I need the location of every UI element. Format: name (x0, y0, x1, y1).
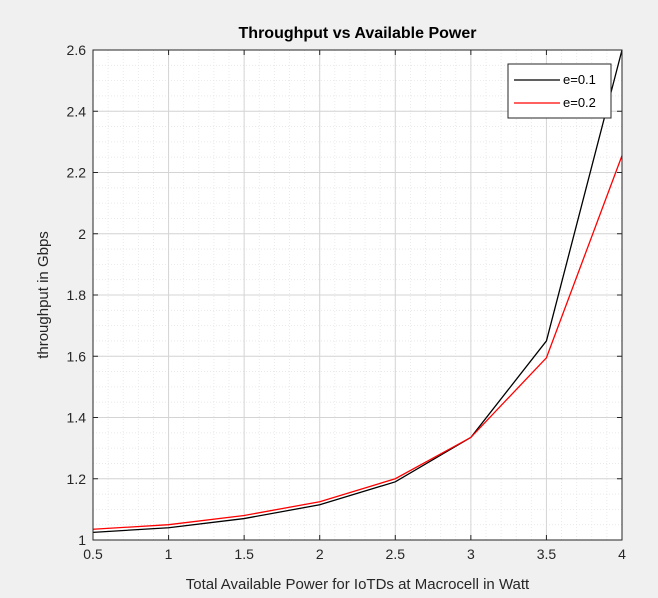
y-tick-label: 1.8 (67, 287, 87, 303)
y-tick-label: 2.4 (67, 103, 87, 119)
x-tick-label: 3.5 (537, 546, 557, 562)
legend-box (507, 63, 612, 119)
chart-title: Throughput vs Available Power (239, 25, 477, 42)
x-tick-label: 0.5 (83, 546, 103, 562)
x-tick-label: 2.5 (386, 546, 406, 562)
x-tick-label: 1.5 (234, 546, 254, 562)
y-tick-label: 2 (78, 226, 86, 242)
x-tick-label: 1 (165, 546, 173, 562)
legend-label-e02: e=0.2 (563, 95, 596, 110)
y-tick-label: 1 (78, 532, 86, 548)
series-lines (92, 49, 623, 533)
y-tick-label: 1.6 (67, 348, 87, 364)
x-tick-label: 4 (618, 546, 626, 562)
x-axis-label: Total Available Power for IoTDs at Macro… (186, 576, 530, 593)
legend[interactable]: e=0.1 e=0.2 (507, 63, 612, 119)
legend-label-e01: e=0.1 (563, 72, 596, 87)
series-line-0 (92, 49, 623, 533)
y-tick-labels: 1 1.2 1.4 1.6 1.8 2 2.2 2.4 2.6 (67, 42, 87, 548)
x-tick-labels: 0.5 1 1.5 2 2.5 3 3.5 4 (83, 546, 626, 562)
x-tick-label: 2 (316, 546, 324, 562)
y-tick-label: 1.2 (67, 471, 87, 487)
y-tick-label: 2.2 (67, 165, 87, 181)
tick-marks (92, 49, 623, 541)
y-axis-label: throughput in Gbps (35, 231, 52, 359)
y-tick-label: 2.6 (67, 42, 87, 58)
series-line-1 (92, 155, 623, 530)
x-tick-label: 3 (467, 546, 475, 562)
y-tick-label: 1.4 (67, 410, 87, 426)
